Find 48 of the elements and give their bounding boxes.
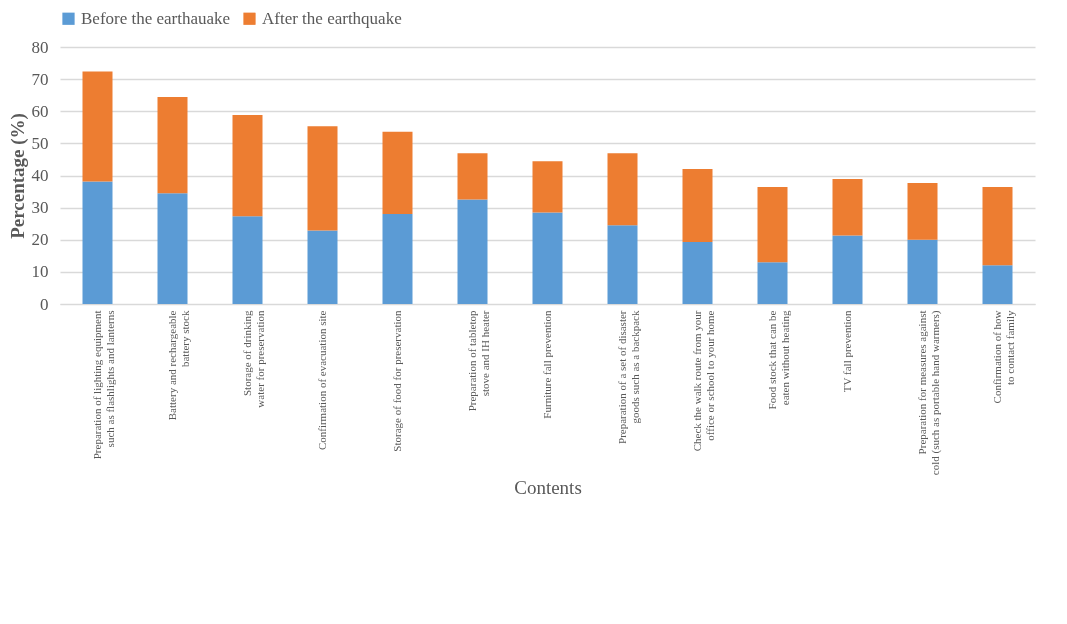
x-tick-label: Furniture fall prevention [540,310,553,419]
bar [457,153,488,200]
bar [232,115,263,217]
bar [82,181,113,304]
y-tick-label: 80 [31,37,49,57]
bar [382,214,413,304]
bar [832,235,863,304]
y-tick-label: 50 [31,133,49,153]
x-axis-title: Contents [514,477,582,499]
x-tick-label: Battery and rechargeable battery stock [165,310,191,421]
bar [907,182,938,240]
bar [457,199,488,304]
y-tick-label: 10 [31,262,49,282]
bar [982,187,1013,266]
bar [157,193,188,304]
bar [682,169,713,242]
y-tick-label: 0 [40,294,49,314]
bar [832,179,863,236]
x-tick-label: Preparation of tabletop stove and IH heater [465,310,491,412]
y-tick-label: 60 [31,101,49,121]
bar [682,242,713,304]
legend-label: After the earthquake [262,8,402,28]
bar [757,262,788,304]
bar [607,153,638,226]
bar [157,97,188,194]
x-tick-label: Preparation for measures against cold (such as portable hand warmers) [915,310,942,476]
x-tick-label: Preparation of lighting equipment such as flashlights and lanterns [90,310,116,460]
x-tick-label: Storage of food for preservation [390,310,403,452]
y-tick-label: 30 [31,198,49,218]
y-tick-label: 70 [31,69,49,89]
bar [532,212,563,304]
bar [757,187,788,263]
bar [82,71,113,182]
bar [982,265,1013,304]
bar [532,161,563,213]
x-tick-label: Preparation of a set of disaster goods such as a backpack [615,310,641,444]
y-tick-label: 20 [31,230,49,250]
bar [307,230,338,304]
bar [382,131,413,215]
y-axis-title: Percentage (%) [6,113,29,239]
x-tick-label: Confirmation of evacuation site [315,310,328,451]
y-tick-label: 40 [31,166,49,185]
bar [607,225,638,304]
bar [907,239,938,304]
x-tick-label: TV fall prevention [840,310,853,393]
bar [232,216,263,304]
legend-label: Before the earthauake [81,8,231,28]
bar [307,126,338,231]
